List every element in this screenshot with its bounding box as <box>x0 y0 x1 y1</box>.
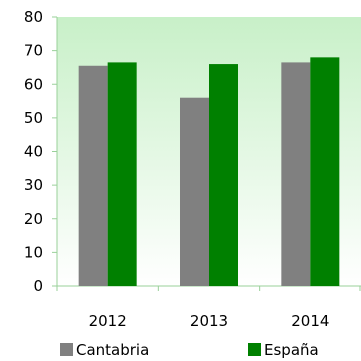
legend-label: España <box>264 341 319 359</box>
x-tick-label: 2014 <box>291 312 329 330</box>
bar-espana <box>209 64 238 286</box>
x-tick-label: 2012 <box>89 312 127 330</box>
legend-swatch <box>60 343 73 356</box>
bar-cantabria <box>180 97 209 286</box>
bar-cantabria <box>281 62 311 286</box>
y-tick-label: 0 <box>33 277 43 295</box>
x-tick-label: 2013 <box>190 312 228 330</box>
y-tick-label: 80 <box>24 8 43 26</box>
bar-espana <box>310 57 340 286</box>
bar-cantabria <box>78 65 108 286</box>
y-tick-label: 70 <box>24 42 43 60</box>
y-tick-label: 40 <box>24 143 43 161</box>
y-tick-label: 30 <box>24 176 43 194</box>
bar-espana <box>107 62 137 286</box>
y-tick-label: 50 <box>24 109 43 127</box>
legend-swatch <box>248 343 261 356</box>
legend-label: Cantabria <box>76 341 149 359</box>
y-tick-label: 20 <box>24 210 43 228</box>
y-tick-label: 10 <box>24 243 43 261</box>
y-tick-label: 60 <box>24 75 43 93</box>
